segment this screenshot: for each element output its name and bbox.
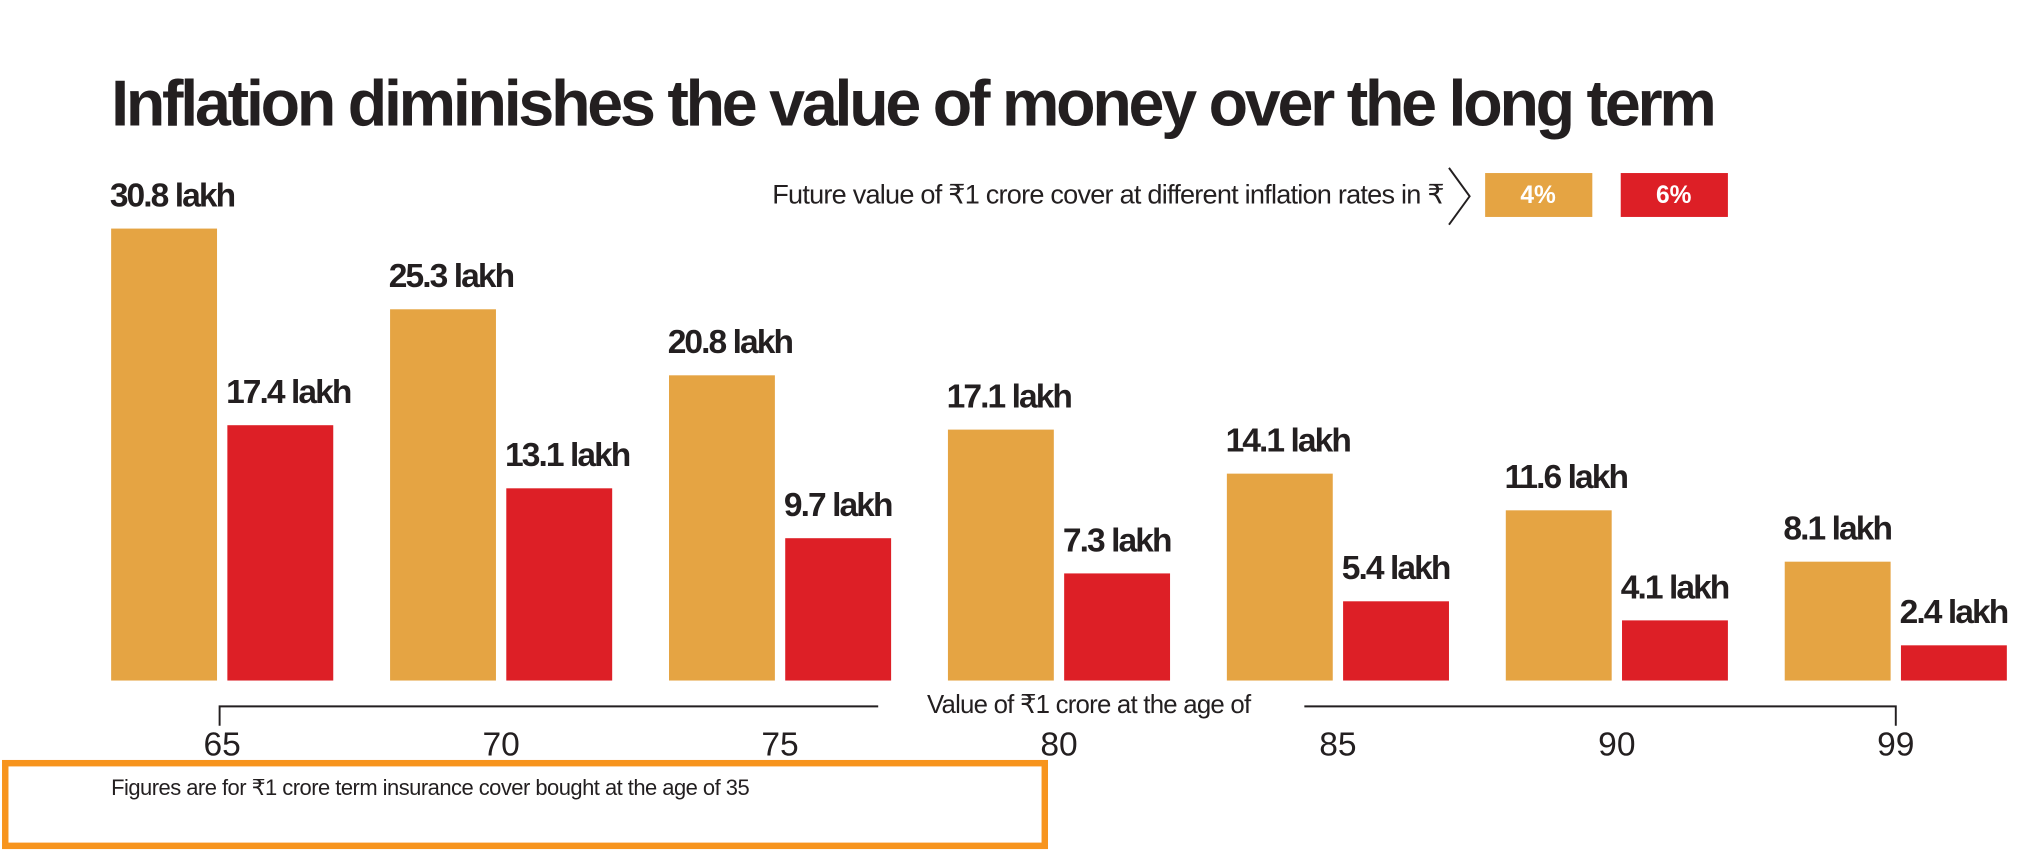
value-label: 5.4 lakh <box>1342 550 1450 587</box>
bar <box>1343 601 1449 681</box>
x-tick-label: 80 <box>1040 726 1077 763</box>
x-tick-label: 99 <box>1877 726 1914 763</box>
value-label: 7.3 lakh <box>1063 522 1171 559</box>
value-label: 11.6 lakh <box>1505 459 1628 496</box>
bar <box>947 429 1054 681</box>
chart-title: Inflation diminishes the value of money … <box>111 68 1713 140</box>
x-tick-label: 70 <box>482 726 519 763</box>
legend-swatch <box>1485 173 1593 217</box>
x-tick-label: 85 <box>1319 726 1356 763</box>
legend-title: Future value of ₹1 crore cover at differ… <box>772 178 1444 209</box>
bar <box>1505 510 1612 681</box>
value-label: 4.1 lakh <box>1621 569 1729 606</box>
bar <box>1900 645 2007 681</box>
x-axis-label: Value of ₹1 crore at the age of <box>927 691 1252 719</box>
bar <box>669 375 775 681</box>
value-label: 2.4 lakh <box>1900 594 2008 631</box>
legend-swatch <box>1620 173 1728 217</box>
value-label: 30.8 lakh <box>110 177 235 214</box>
value-label: 14.1 lakh <box>1226 423 1351 460</box>
bar <box>785 538 892 681</box>
legend-arrow <box>1448 167 1471 226</box>
value-label: 17.1 lakh <box>947 378 1072 415</box>
bar <box>1622 620 1728 681</box>
bar <box>506 488 613 681</box>
legend-label: 4% <box>1520 182 1556 209</box>
value-label: 20.8 lakh <box>668 324 793 361</box>
legend-label: 6% <box>1656 182 1692 209</box>
value-label: 25.3 lakh <box>389 258 514 295</box>
x-tick-label: 65 <box>204 726 241 763</box>
bar <box>1226 473 1333 681</box>
bar <box>111 228 218 681</box>
value-label: 13.1 lakh <box>505 437 630 474</box>
footnote: Figures are for ₹1 crore term insurance … <box>111 775 749 800</box>
x-tick-label: 75 <box>761 726 798 763</box>
bar <box>1784 561 1891 681</box>
value-label: 9.7 lakh <box>784 487 892 524</box>
x-tick-label: 90 <box>1598 726 1635 763</box>
bar <box>390 309 496 681</box>
highlight-box <box>2 759 1049 850</box>
value-label: 8.1 lakh <box>1783 511 1891 548</box>
value-label: 17.4 lakh <box>226 374 351 411</box>
bar <box>1064 573 1171 681</box>
bar <box>227 425 334 681</box>
x-label-bg <box>878 690 1305 722</box>
